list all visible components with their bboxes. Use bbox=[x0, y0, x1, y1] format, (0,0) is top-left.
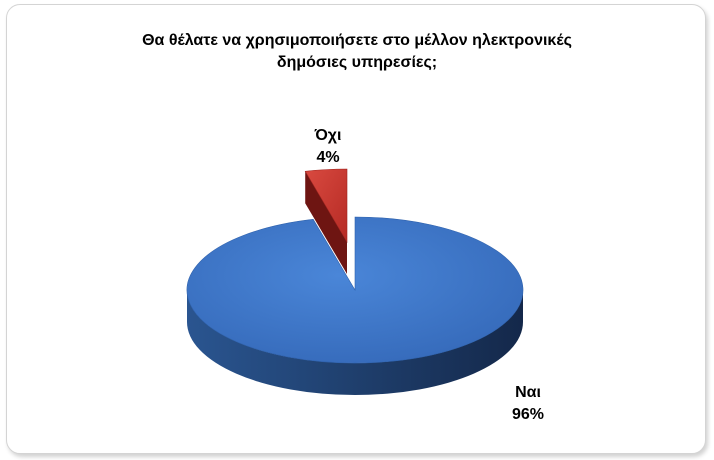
slice-label-oxi-value: 4% bbox=[316, 149, 340, 166]
chart-title-line-2: δημόσιες υπηρεσίες; bbox=[276, 54, 438, 71]
slice-side-nai bbox=[187, 290, 523, 395]
slice-nai bbox=[186, 216, 524, 364]
slice-label-nai: Ναι 96% bbox=[488, 382, 568, 426]
slice-label-nai-name: Ναι bbox=[515, 384, 541, 401]
slice-wall-oxi bbox=[305, 171, 347, 274]
chart-title-line-1: Θα θέλατε να χρησιμοποιήσετε στο μέλλον … bbox=[142, 32, 572, 49]
slice-label-nai-value: 96% bbox=[511, 406, 545, 423]
chart-title: Θα θέλατε να χρησιμοποιήσετε στο μέλλον … bbox=[0, 30, 714, 74]
slice-label-oxi: Όχι 4% bbox=[288, 125, 368, 169]
slice-oxi bbox=[304, 168, 348, 244]
slice-label-oxi-name: Όχι bbox=[314, 127, 342, 144]
